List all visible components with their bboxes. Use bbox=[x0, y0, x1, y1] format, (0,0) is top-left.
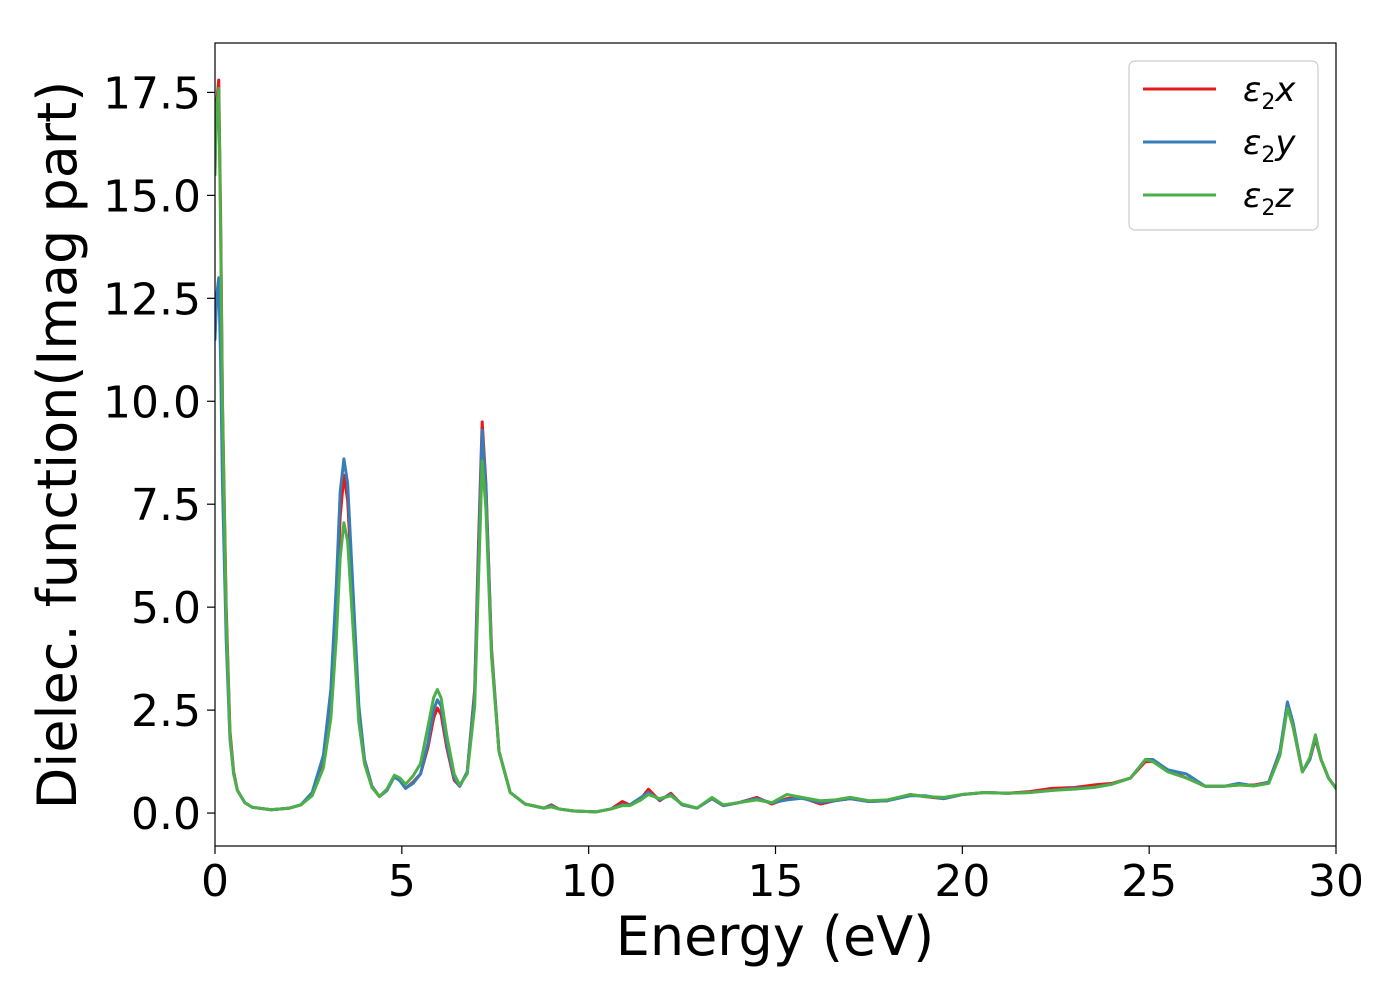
y-tick-label: 10.0 bbox=[103, 377, 201, 428]
x-tick-label: 0 bbox=[201, 856, 229, 907]
y-tick-label: 17.5 bbox=[103, 68, 201, 119]
x-tick-label: 30 bbox=[1308, 856, 1364, 907]
y-axis-title: Dielec. function(Imag part) bbox=[26, 81, 89, 810]
y-tick-label: 15.0 bbox=[103, 171, 201, 222]
y-axis: 0.0 2.5 5.0 7.5 10.0 12.5 15.0 17.5 bbox=[103, 68, 215, 840]
x-tick-label: 10 bbox=[561, 856, 617, 907]
series-layer bbox=[215, 78, 1336, 814]
series-line-z bbox=[215, 86, 1336, 814]
x-axis: 0 5 10 15 20 25 30 bbox=[201, 846, 1364, 907]
y-tick-label: 5.0 bbox=[131, 583, 201, 634]
y-tick-label: 0.0 bbox=[131, 789, 201, 840]
legend-label-y: ε2y bbox=[1243, 123, 1296, 168]
y-tick-label: 12.5 bbox=[103, 274, 201, 325]
x-axis-title: Energy (eV) bbox=[616, 905, 935, 968]
x-tick-label: 25 bbox=[1121, 856, 1177, 907]
x-tick-label: 5 bbox=[388, 856, 416, 907]
y-tick-label: 2.5 bbox=[131, 686, 201, 737]
x-tick-label: 20 bbox=[934, 856, 990, 907]
y-tick-label: 7.5 bbox=[131, 480, 201, 531]
legend-label-z: ε2z bbox=[1243, 176, 1294, 221]
legend-box bbox=[1128, 60, 1319, 231]
x-tick-label: 15 bbox=[748, 856, 804, 907]
legend-label-x: ε2x bbox=[1243, 70, 1296, 115]
legend: ε2x ε2y ε2z bbox=[1128, 60, 1319, 231]
